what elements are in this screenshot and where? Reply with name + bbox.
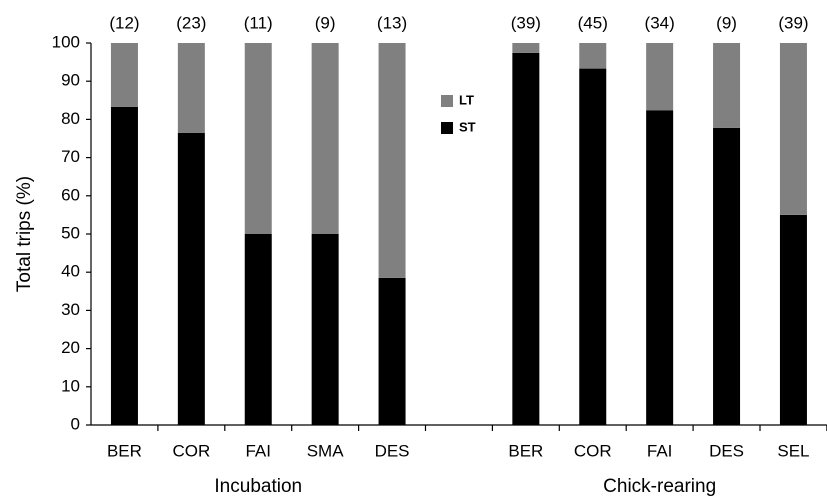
- bar-segment: [512, 43, 540, 53]
- x-tick-label: SEL: [777, 441, 809, 460]
- bar-segment: [110, 43, 138, 107]
- group-label: Chick-rearing: [603, 476, 716, 497]
- bar-segment: [244, 43, 272, 234]
- y-tick-label: 70: [61, 147, 80, 166]
- x-tick-label: BER: [107, 441, 142, 460]
- y-tick-label: 60: [61, 185, 80, 204]
- bar-segment: [378, 43, 406, 278]
- y-tick-label: 100: [52, 32, 80, 51]
- bar-segment: [244, 234, 272, 425]
- bar-segment: [646, 43, 674, 111]
- x-tick-label: SMA: [307, 441, 345, 460]
- bar-segment: [311, 234, 339, 425]
- sample-size-label: (39): [511, 13, 541, 32]
- y-tick-label: 10: [61, 376, 80, 395]
- bar-segment: [311, 43, 339, 234]
- sample-size-label: (9): [315, 13, 336, 32]
- sample-size-label: (9): [716, 13, 737, 32]
- legend-label: ST: [459, 119, 476, 134]
- bar-segment: [579, 43, 607, 69]
- legend-swatch: [441, 95, 453, 107]
- sample-size-label: (45): [578, 13, 608, 32]
- bar-segment: [110, 106, 138, 425]
- y-tick-label: 90: [61, 71, 80, 90]
- y-tick-label: 40: [61, 262, 80, 281]
- bar-segment: [378, 277, 406, 425]
- y-tick-label: 30: [61, 300, 80, 319]
- bar-segment: [177, 132, 205, 425]
- sample-size-label: (12): [109, 13, 139, 32]
- sample-size-label: (11): [244, 13, 273, 32]
- sample-size-label: (23): [176, 13, 206, 32]
- bar-segment: [579, 68, 607, 426]
- bar-segment: [779, 214, 807, 425]
- group-label: Incubation: [214, 476, 302, 497]
- legend-label: LT: [459, 92, 474, 107]
- bar-segment: [779, 43, 807, 215]
- y-axis-label: Total trips (%): [14, 176, 35, 292]
- y-tick-label: 80: [61, 109, 80, 128]
- bar-segment: [713, 43, 741, 128]
- bar-segment: [713, 127, 741, 425]
- x-tick-label: DES: [375, 441, 410, 460]
- x-tick-label: COR: [574, 441, 612, 460]
- sample-size-label: (39): [778, 13, 808, 32]
- x-tick-label: FAI: [245, 441, 271, 460]
- sample-size-label: (13): [377, 13, 407, 32]
- legend-swatch: [441, 122, 453, 134]
- x-tick-label: BER: [508, 441, 543, 460]
- bar-segment: [646, 110, 674, 426]
- x-tick-label: COR: [172, 441, 210, 460]
- sample-size-label: (34): [645, 13, 675, 32]
- bar-segment: [512, 52, 540, 425]
- y-tick-label: 20: [61, 338, 80, 357]
- x-tick-label: FAI: [647, 441, 673, 460]
- y-tick-label: 50: [61, 223, 80, 242]
- bar-segment: [177, 43, 205, 133]
- y-tick-label: 0: [71, 414, 80, 433]
- x-tick-label: DES: [709, 441, 744, 460]
